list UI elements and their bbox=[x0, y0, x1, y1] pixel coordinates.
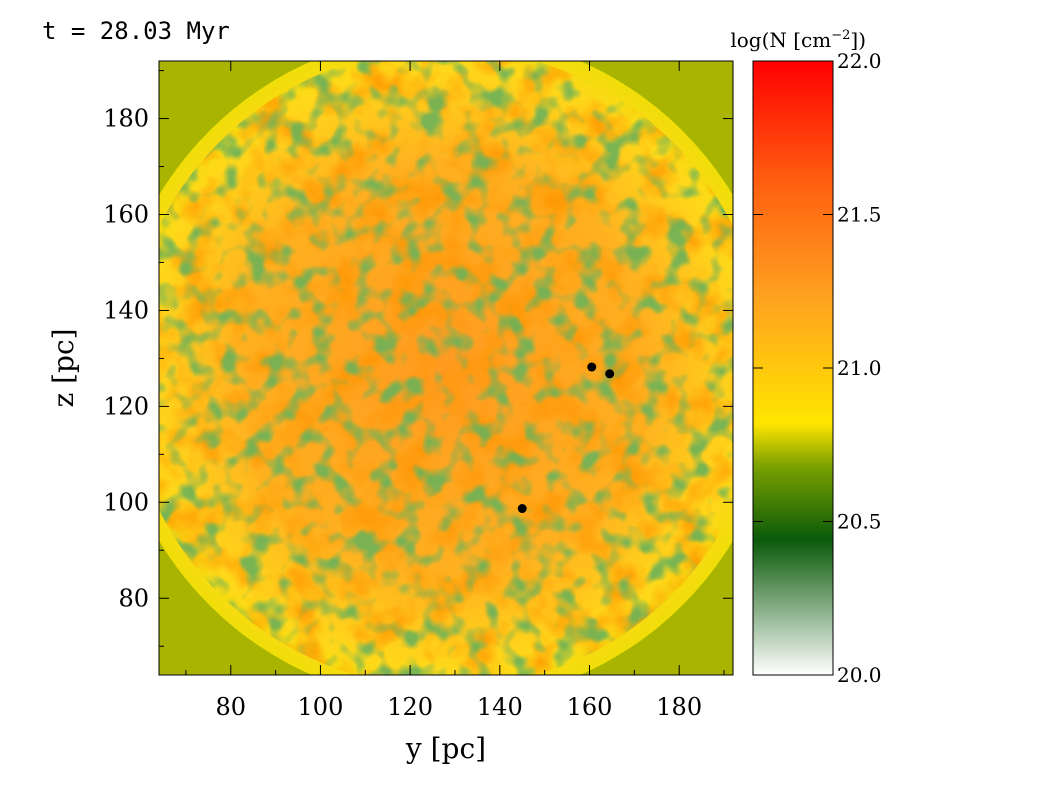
sink-particle-point bbox=[517, 504, 527, 514]
colorbar-label-prefix: log(N [cm bbox=[730, 28, 831, 52]
colorbar-label-exponent: −2 bbox=[831, 28, 850, 43]
y-tick-label: 140 bbox=[103, 296, 149, 324]
colorbar-tick-label: 20.5 bbox=[837, 510, 882, 534]
colorbar-tick-label: 20.0 bbox=[837, 663, 882, 687]
y-tick-label: 120 bbox=[103, 392, 149, 420]
y-axis-label: z [pc] bbox=[47, 328, 80, 407]
y-tick-label: 100 bbox=[103, 488, 149, 516]
colorbar-tick-label: 21.0 bbox=[837, 356, 882, 380]
chart-title: t = 28.03 Myr bbox=[42, 17, 230, 45]
colorbar-gradient bbox=[752, 60, 834, 676]
y-axis: 80 100 120 140 160 180 bbox=[103, 70, 733, 647]
colorbar-ticks: 20.0 20.5 21.0 21.5 22.0 bbox=[753, 49, 882, 687]
x-axis: 80 100 120 140 160 180 bbox=[185, 61, 725, 721]
x-tick-label: 180 bbox=[656, 693, 702, 721]
heatmap-image bbox=[159, 61, 733, 675]
sink-particle-point bbox=[605, 369, 615, 379]
y-tick-label: 80 bbox=[118, 584, 149, 612]
y-tick-label: 180 bbox=[103, 105, 149, 133]
colorbar: 20.0 20.5 21.0 21.5 22.0 log(N [cm−2]) bbox=[730, 28, 881, 687]
colorbar-tick-label: 22.0 bbox=[837, 49, 882, 73]
x-tick-label: 120 bbox=[387, 693, 433, 721]
x-tick-label: 160 bbox=[567, 693, 613, 721]
sink-particle-point bbox=[587, 362, 597, 372]
y-tick-label: 160 bbox=[103, 201, 149, 229]
plot-frame bbox=[158, 60, 734, 676]
x-tick-label: 80 bbox=[215, 693, 246, 721]
x-tick-label: 140 bbox=[477, 693, 523, 721]
colorbar-label-suffix: ]) bbox=[850, 28, 866, 52]
x-tick-label: 100 bbox=[298, 693, 344, 721]
colorbar-tick-label: 21.5 bbox=[837, 203, 882, 227]
colorbar-label: log(N [cm−2]) bbox=[730, 28, 866, 52]
x-axis-label: y [pc] bbox=[405, 732, 486, 765]
sink-particles bbox=[517, 362, 615, 514]
